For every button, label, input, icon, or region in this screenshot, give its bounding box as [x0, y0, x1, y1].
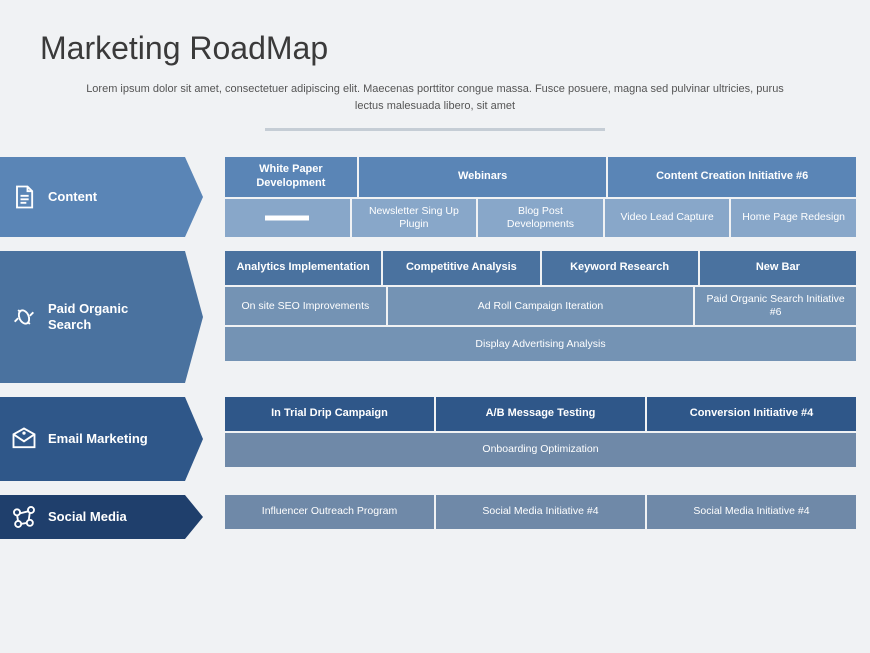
lane-body: In Trial Drip CampaignA/B Message Testin… — [225, 397, 870, 481]
lane-label: Content — [0, 157, 185, 237]
roadmap-header-cell: Webinars — [359, 157, 607, 197]
lane-icon — [10, 183, 38, 211]
roadmap-cell: Onboarding Optimization — [225, 433, 856, 467]
lane-title: Paid Organic Search — [48, 301, 173, 332]
roadmap-cell: Display Advertising Analysis — [225, 327, 856, 361]
lane-content: Content White Paper DevelopmentWebinarsCo… — [0, 157, 870, 237]
roadmap-header-cell: Keyword Research — [542, 251, 698, 285]
lane-label: Social Media — [0, 495, 185, 539]
roadmap-header-cell: Conversion Initiative #4 — [647, 397, 856, 431]
roadmap-cell: On site SEO Improvements — [225, 287, 386, 325]
roadmap-header-cell: White Paper Development — [225, 157, 357, 197]
lane-row: Newsletter Sing Up PluginBlog Post Devel… — [225, 199, 856, 237]
lane-icon — [10, 503, 38, 531]
lane-label: Email Marketing — [0, 397, 185, 481]
lane-row: Analytics ImplementationCompetitive Anal… — [225, 251, 856, 285]
roadmap-cell: Video Lead Capture — [605, 199, 730, 237]
lane-title: Email Marketing — [48, 431, 148, 447]
roadmap-header-cell: Content Creation Initiative #6 — [608, 157, 856, 197]
lane-body: Influencer Outreach ProgramSocial Media … — [225, 495, 870, 539]
roadmap-lanes: ContentWhite Paper DevelopmentWebinarsCo… — [0, 141, 870, 539]
page-title: Marketing RoadMap — [40, 30, 830, 67]
lane-label: Paid Organic Search — [0, 251, 185, 383]
roadmap-cell: Newsletter Sing Up Plugin — [352, 199, 477, 237]
lane-row: In Trial Drip CampaignA/B Message Testin… — [225, 397, 856, 431]
lane-icon — [10, 303, 38, 331]
roadmap-header-cell: Competitive Analysis — [383, 251, 539, 285]
roadmap-cell — [225, 199, 350, 237]
lane-title: Social Media — [48, 509, 127, 525]
lane-row: On site SEO ImprovementsAd Roll Campaign… — [225, 287, 856, 325]
roadmap-header-cell: New Bar — [700, 251, 856, 285]
header: Marketing RoadMap Lorem ipsum dolor sit … — [0, 0, 870, 141]
roadmap-cell: Home Page Redesign — [731, 199, 856, 237]
lane-row: White Paper DevelopmentWebinarsContent C… — [225, 157, 856, 197]
roadmap-header-cell: In Trial Drip Campaign — [225, 397, 434, 431]
lane-paid-organic-search: Paid Organic Search Analytics Implementat… — [0, 251, 870, 383]
lane-social-media: Social MediaInfluencer Outreach ProgramS… — [0, 495, 870, 539]
roadmap-cell: Social Media Initiative #4 — [647, 495, 856, 529]
roadmap-header-cell: A/B Message Testing — [436, 397, 645, 431]
roadmap-cell: Ad Roll Campaign Iteration — [388, 287, 694, 325]
lane-row: Onboarding Optimization — [225, 433, 856, 467]
roadmap-cell: Paid Organic Search Initiative #6 — [695, 287, 856, 325]
lane-email-marketing: Email Marketing In Trial Drip CampaignA/B… — [0, 397, 870, 481]
roadmap-cell: Blog Post Developments — [478, 199, 603, 237]
lane-row: Influencer Outreach ProgramSocial Media … — [225, 495, 856, 529]
lane-title: Content — [48, 189, 97, 205]
lane-icon — [10, 425, 38, 453]
page-subtitle: Lorem ipsum dolor sit amet, consectetuer… — [85, 81, 785, 114]
lane-row: Display Advertising Analysis — [225, 327, 856, 361]
lane-body: White Paper DevelopmentWebinarsContent C… — [225, 157, 870, 237]
divider — [265, 128, 605, 131]
roadmap-cell: Influencer Outreach Program — [225, 495, 434, 529]
progress-bar — [265, 215, 309, 220]
roadmap-cell: Social Media Initiative #4 — [436, 495, 645, 529]
roadmap-header-cell: Analytics Implementation — [225, 251, 381, 285]
lane-body: Analytics ImplementationCompetitive Anal… — [225, 251, 870, 383]
